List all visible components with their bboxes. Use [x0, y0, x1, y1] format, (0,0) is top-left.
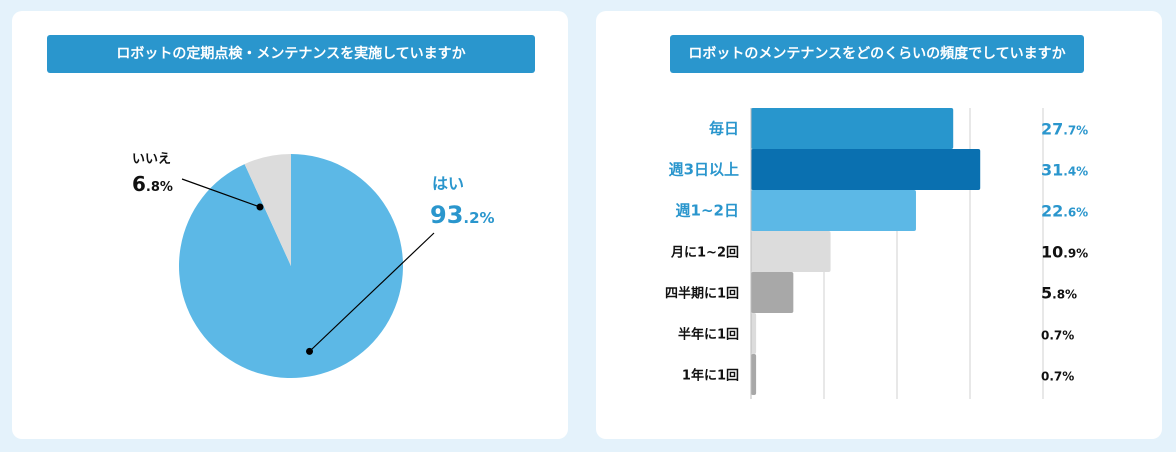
pie-dot-yes: [306, 347, 314, 355]
bar-value-int: 27: [1041, 120, 1063, 139]
pie-label-yes: はい: [432, 174, 464, 193]
bar: [751, 354, 757, 395]
bar: [751, 108, 954, 149]
bar-value-int: 22: [1041, 202, 1063, 221]
bar-chart-panel: ロボットのメンテナンスをどのくらいの頻度でしていますか 毎日 27.7% 週3日以上…: [596, 11, 1162, 439]
bar-value-label: 27.7%: [1041, 120, 1088, 139]
pie-value-yes: 93.2%: [430, 201, 495, 229]
pie-leader-yes: [309, 232, 435, 352]
bar-category-label: 1年に1回: [682, 368, 739, 384]
bar-value-dec: .4%: [1063, 165, 1088, 179]
bar-value-dec: 0.7%: [1041, 329, 1074, 343]
bar-value-int: 5: [1041, 284, 1052, 303]
bar-chart-title: ロボットのメンテナンスをどのくらいの頻度でしていますか: [670, 35, 1084, 73]
bar: [751, 149, 981, 190]
bar-category-label: 週3日以上: [669, 161, 739, 179]
pie-value-no-dec: .8%: [146, 180, 173, 195]
pie-value-yes-dec: .2%: [463, 209, 494, 227]
pie-value-no: 6.8%: [132, 172, 173, 196]
pie-leader-no: [181, 178, 261, 208]
pie-value-yes-int: 93: [430, 201, 463, 229]
bar: [751, 313, 757, 354]
bar-value-label: 22.6%: [1041, 202, 1088, 221]
bar-value-label: 0.7%: [1041, 329, 1074, 343]
bar-value-label: 5.8%: [1041, 284, 1077, 303]
bar-value-int: 10: [1041, 243, 1063, 262]
bar-category-label: 月に1~2回: [670, 246, 739, 261]
bar-value-dec: .7%: [1063, 124, 1088, 138]
pie-chart: はい 93.2% いいえ 6.8%: [132, 152, 495, 379]
bar-value-label: 31.4%: [1041, 161, 1088, 180]
pie-slice-yes: [179, 154, 403, 379]
bar: [751, 190, 916, 231]
bar-value-label: 0.7%: [1041, 370, 1074, 384]
bar-category-label: 毎日: [709, 120, 739, 138]
pie-dot-no: [256, 203, 264, 211]
bar-value-int: 31: [1041, 161, 1063, 180]
bar-value-dec: .9%: [1063, 247, 1088, 261]
bar: [751, 272, 794, 313]
bar: [751, 231, 831, 272]
bar-chart: 毎日 27.7% 週3日以上 31.4% 週1~2日 22.6% 月に1~2回 10.9% 四半…: [665, 108, 1088, 399]
pie-chart-panel: ロボットの定期点検・メンテナンスを実施していますか はい 93.2% いいえ 6.8%: [12, 11, 568, 439]
bar-category-label: 四半期に1回: [665, 286, 739, 302]
bar-category-label: 半年に1回: [678, 327, 739, 343]
pie-value-no-int: 6: [132, 172, 146, 196]
bar-category-label: 週1~2日: [676, 202, 739, 220]
pie-label-no: いいえ: [132, 152, 171, 167]
bar-value-dec: .6%: [1063, 206, 1088, 220]
bar-value-dec: 0.7%: [1041, 370, 1074, 384]
bar-value-dec: .8%: [1052, 288, 1077, 302]
pie-slice-no: [244, 154, 291, 266]
pie-chart-title: ロボットの定期点検・メンテナンスを実施していますか: [47, 35, 535, 73]
bar-value-label: 10.9%: [1041, 243, 1088, 262]
